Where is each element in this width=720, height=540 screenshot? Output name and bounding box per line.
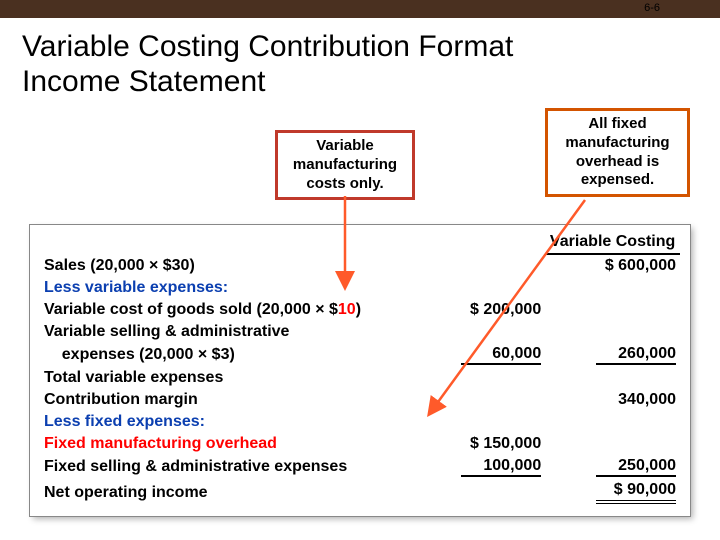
row-amount-2: 340,000	[545, 389, 680, 411]
row-amount-1	[424, 277, 545, 299]
row-amount-1: $ 200,000	[424, 299, 545, 321]
table-row: Sales (20,000 × $30) $ 600,000	[40, 254, 680, 277]
title-line1: Variable Costing Contribution Format	[22, 30, 513, 63]
table-row: Net operating income $ 90,000	[40, 479, 680, 506]
row-label: Less fixed expenses:	[40, 411, 424, 433]
row-amount-2	[545, 321, 680, 343]
table-row: expenses (20,000 × $3)60,000260,000	[40, 343, 680, 367]
table-row: Variable selling & administrative	[40, 321, 680, 343]
row-label: expenses (20,000 × $3)	[40, 343, 424, 367]
income-statement-table: Variable Costing Sales (20,000 × $30) $ 6…	[30, 225, 690, 516]
row-label: Variable selling & administrative	[40, 321, 424, 343]
row-amount-1	[424, 389, 545, 411]
row-amount-2: $ 90,000	[545, 479, 680, 506]
row-amount-2	[545, 411, 680, 433]
table-row: Less fixed expenses:	[40, 411, 680, 433]
row-amount-2	[545, 277, 680, 299]
row-amount-2	[545, 367, 680, 389]
row-amount-1: $ 150,000	[424, 433, 545, 455]
table-row: Total variable expenses	[40, 367, 680, 389]
slide-title: Variable Costing Contribution Format Inc…	[22, 30, 513, 99]
table-row: Fixed manufacturing overhead$ 150,000	[40, 433, 680, 455]
row-amount-2	[545, 299, 680, 321]
row-label: Variable cost of goods sold (20,000 × $1…	[40, 299, 424, 321]
row-amount-1: 100,000	[424, 455, 545, 479]
callout-fixed-overhead: All fixed manufacturing overhead is expe…	[545, 108, 690, 197]
callout-variable-costs: Variable manufacturing costs only.	[275, 130, 415, 200]
statement-table: Variable Costing Sales (20,000 × $30) $ 6…	[40, 231, 680, 506]
table-row: Fixed selling & administrative expenses1…	[40, 455, 680, 479]
row-amount-1	[424, 479, 545, 506]
row-label: Total variable expenses	[40, 367, 424, 389]
row-amount-1	[424, 367, 545, 389]
top-bar	[0, 0, 720, 18]
row-amount-1	[424, 411, 545, 433]
column-header-right: Variable Costing	[545, 231, 680, 254]
table-row: Contribution margin 340,000	[40, 389, 680, 411]
table-row: Less variable expenses:	[40, 277, 680, 299]
row-label: Net operating income	[40, 479, 424, 506]
row-label: Fixed manufacturing overhead	[40, 433, 424, 455]
row-amount-2: 250,000	[545, 455, 680, 479]
row-amount-1	[424, 254, 545, 277]
row-label: Less variable expenses:	[40, 277, 424, 299]
row-label: Contribution margin	[40, 389, 424, 411]
page-number: 6-6	[644, 2, 660, 14]
row-label: Fixed selling & administrative expenses	[40, 455, 424, 479]
row-amount-1	[424, 321, 545, 343]
row-amount-2: $ 600,000	[545, 254, 680, 277]
table-row: Variable cost of goods sold (20,000 × $1…	[40, 299, 680, 321]
row-label: Sales (20,000 × $30)	[40, 254, 424, 277]
row-amount-1: 60,000	[424, 343, 545, 367]
title-line2: Income Statement	[22, 65, 265, 98]
row-amount-2: 260,000	[545, 343, 680, 367]
row-amount-2	[545, 433, 680, 455]
